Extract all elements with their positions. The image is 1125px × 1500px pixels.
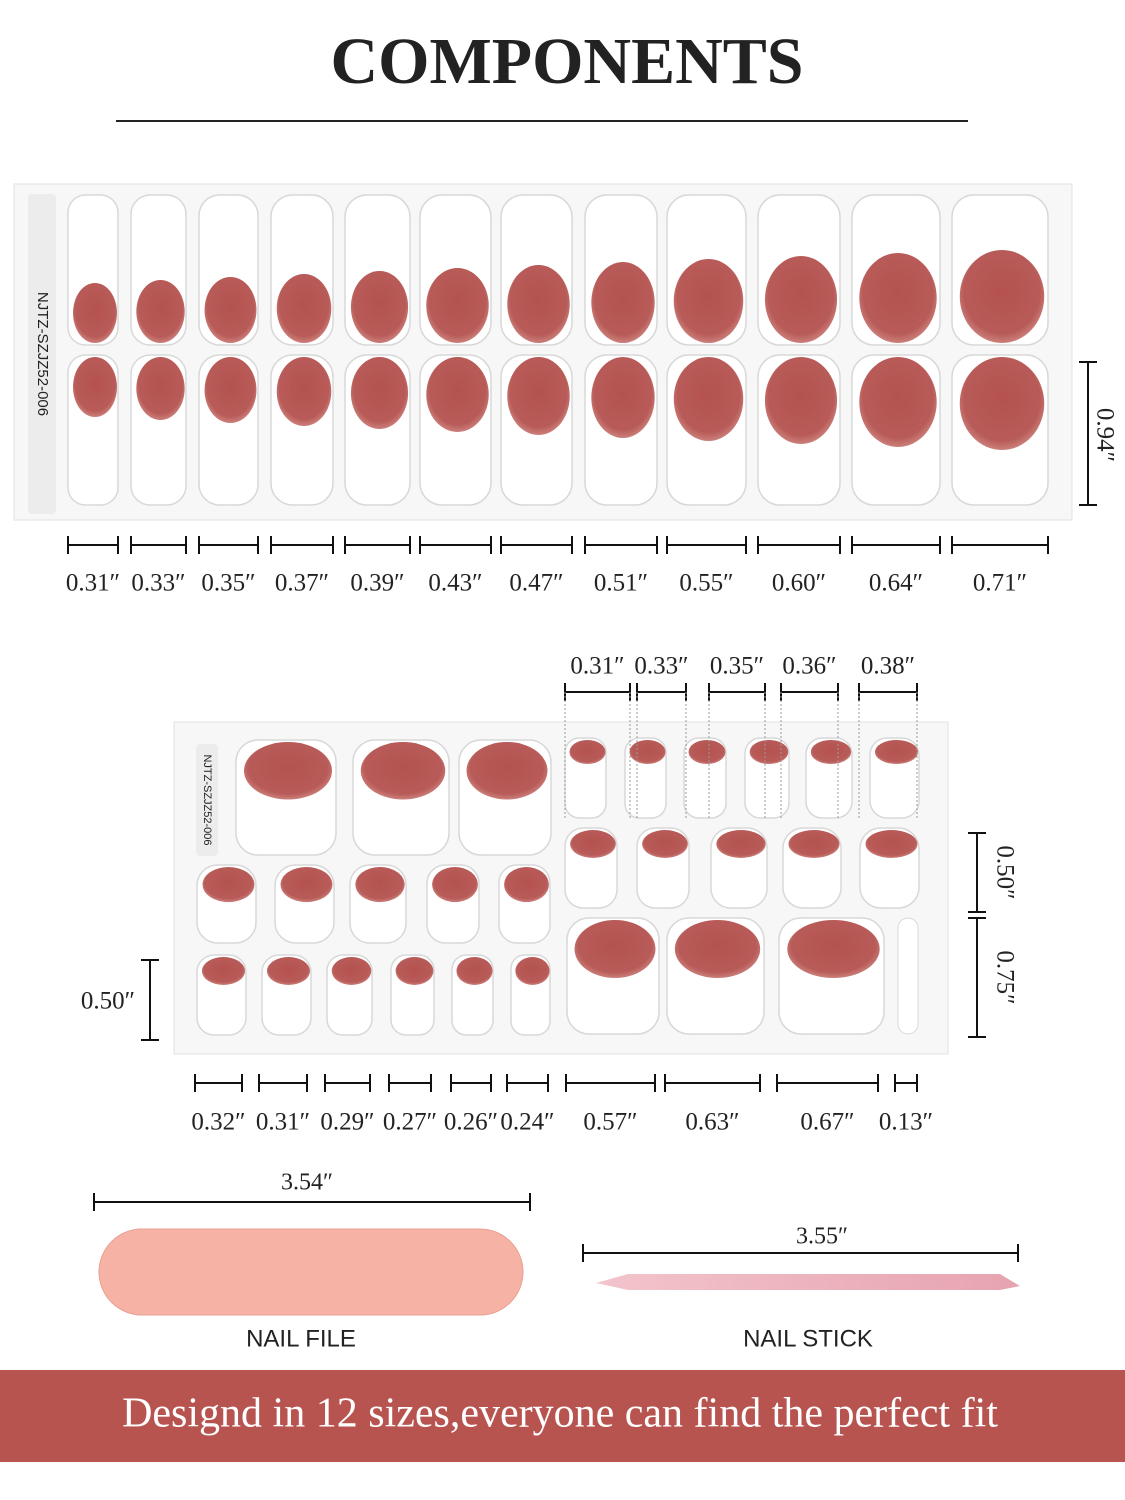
nail-tip	[507, 357, 570, 435]
width-label: 0.38″	[861, 653, 915, 680]
nail-tip	[204, 357, 257, 423]
width-label: 0.39″	[350, 570, 404, 597]
nail-tip	[201, 957, 246, 985]
nail-tip	[959, 250, 1045, 343]
width-label: 0.33″	[131, 570, 185, 597]
nail-tip	[874, 740, 919, 764]
width-label: 0.67″	[800, 1109, 854, 1136]
width-label: 0.37″	[275, 570, 329, 597]
width-label: 0.64″	[869, 570, 923, 597]
nail-tip	[570, 830, 616, 858]
nail-tip	[202, 867, 255, 903]
nail-stick	[596, 1274, 1020, 1290]
finger-code-tab	[28, 194, 56, 514]
nail-tip	[788, 830, 840, 858]
nail-tip	[73, 357, 117, 417]
height-label: 0.50″	[991, 845, 1018, 899]
width-label: 0.13″	[879, 1109, 933, 1136]
width-label: 0.29″	[320, 1109, 374, 1136]
nail-tip	[466, 742, 548, 800]
nail-tip	[569, 740, 606, 764]
nail-tip	[959, 357, 1045, 450]
nail-tip	[73, 283, 117, 343]
width-label: 0.32″	[191, 1109, 245, 1136]
nail-tip	[673, 357, 744, 441]
nail-tip	[591, 357, 655, 438]
nail-tip	[355, 867, 405, 903]
height-label: 0.50″	[81, 988, 135, 1015]
stick-length: 3.55″	[796, 1224, 848, 1250]
nail-tip	[629, 740, 666, 764]
file-label: NAIL FILE	[246, 1325, 356, 1352]
toe-code: NJTZ-SZJZ52-006	[201, 754, 213, 845]
height-label: 0.94″	[1091, 408, 1118, 462]
width-label: 0.31″	[66, 570, 120, 597]
width-label: 0.27″	[383, 1109, 437, 1136]
nail-tip	[859, 357, 937, 447]
width-label: 0.35″	[710, 653, 764, 680]
nail-tip	[574, 920, 656, 978]
width-label: 0.24″	[500, 1109, 554, 1136]
width-label: 0.31″	[570, 653, 624, 680]
width-label: 0.57″	[583, 1109, 637, 1136]
nail-tip	[244, 742, 332, 800]
nail-tip	[136, 357, 185, 420]
banner-text: Designd in 12 sizes,everyone can find th…	[122, 1391, 998, 1437]
nail-tip	[504, 867, 549, 903]
nail-strip	[897, 917, 919, 1035]
width-label: 0.55″	[679, 570, 733, 597]
stick-label: NAIL STICK	[743, 1325, 873, 1352]
nail-tip	[507, 265, 570, 343]
width-label: 0.51″	[594, 570, 648, 597]
width-label: 0.33″	[634, 653, 688, 680]
nail-tip	[204, 277, 257, 343]
width-label: 0.31″	[256, 1109, 310, 1136]
banner	[0, 1370, 1125, 1462]
width-label: 0.47″	[509, 570, 563, 597]
nail-tip	[764, 357, 838, 444]
height-label: 0.75″	[991, 950, 1018, 1004]
nail-file	[98, 1228, 524, 1316]
width-label: 0.63″	[685, 1109, 739, 1136]
width-label: 0.26″	[444, 1109, 498, 1136]
nail-tip	[810, 740, 852, 764]
nail-tip	[674, 920, 761, 978]
nail-tip	[865, 830, 918, 858]
nail-tip	[395, 957, 434, 985]
title: COMPONENTS	[330, 25, 803, 98]
nail-tip	[642, 830, 688, 858]
nail-tip	[266, 957, 311, 985]
nail-tip	[360, 742, 446, 800]
width-label: 0.43″	[428, 570, 482, 597]
nail-tip	[716, 830, 766, 858]
nail-tip	[350, 271, 409, 343]
nail-tip	[859, 253, 937, 343]
nail-tip	[456, 957, 493, 985]
nail-tip	[276, 274, 332, 343]
nail-tip	[350, 357, 409, 429]
nail-tip	[591, 262, 655, 343]
width-label: 0.35″	[201, 570, 255, 597]
nail-tip	[426, 357, 489, 432]
nail-tip	[688, 740, 726, 764]
nail-tip	[787, 920, 880, 978]
nail-tip	[426, 268, 489, 343]
nail-tip	[749, 740, 789, 764]
nail-tip	[331, 957, 372, 985]
width-label: 0.60″	[772, 570, 826, 597]
nail-tip	[673, 259, 744, 343]
width-label: 0.36″	[782, 653, 836, 680]
nail-tip	[764, 256, 838, 343]
finger-code: NJTZ-SZJZ52-006	[34, 292, 51, 416]
toe-code-tab	[196, 744, 218, 856]
file-length: 3.54″	[281, 1170, 333, 1196]
nail-tip	[515, 957, 550, 985]
nail-tip	[276, 357, 332, 426]
nail-tip	[432, 867, 478, 903]
nail-tip	[136, 280, 185, 343]
width-label: 0.71″	[973, 570, 1027, 597]
nail-tip	[280, 867, 333, 903]
